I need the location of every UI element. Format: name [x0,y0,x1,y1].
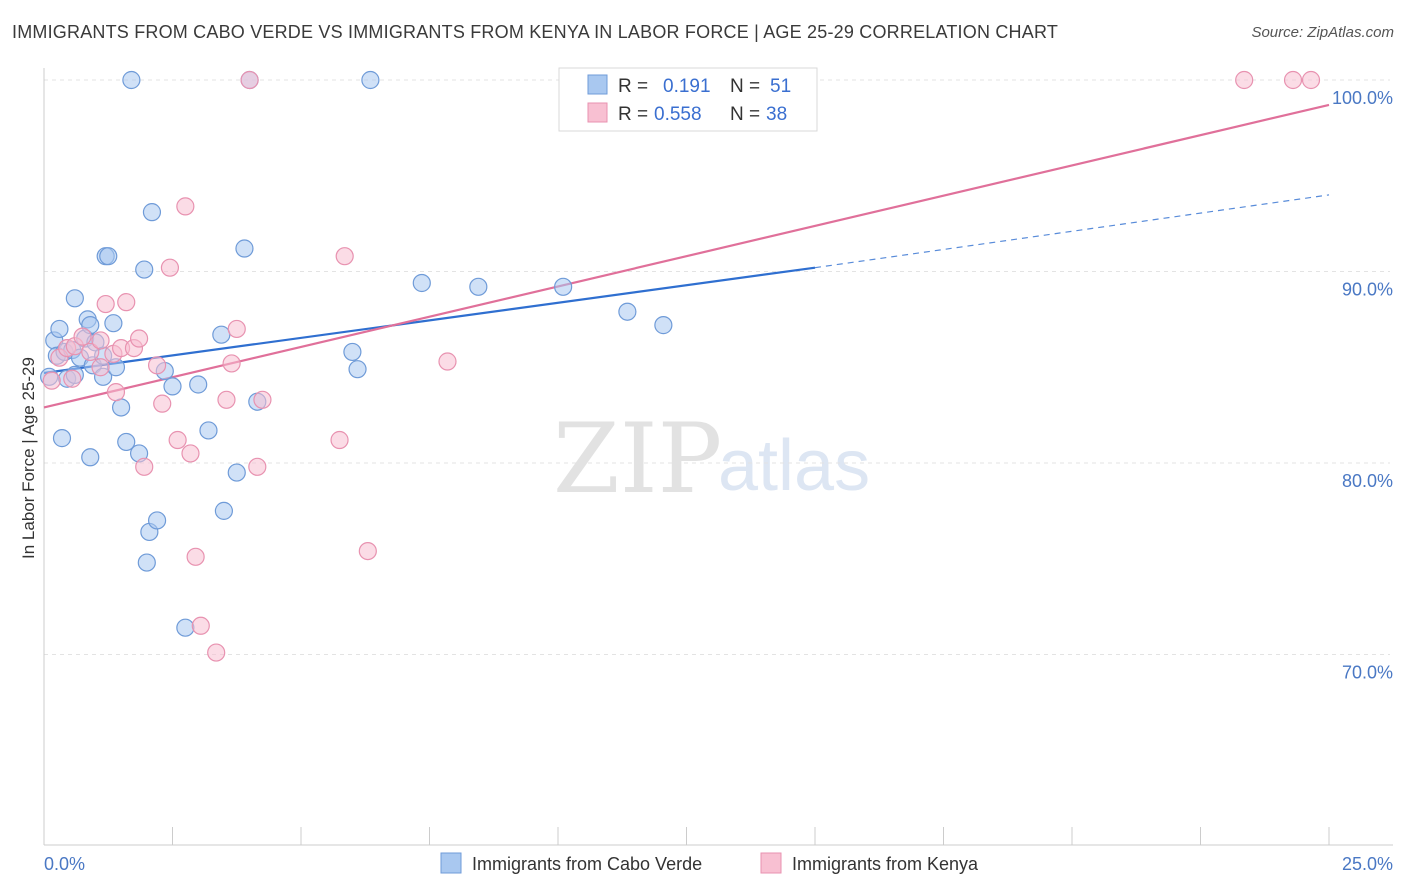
data-point-cabo-verde [176,618,195,637]
data-point-kenya [358,541,377,561]
legend-n-value-blue: 51 [770,76,791,97]
data-point-kenya [248,457,267,476]
y-axis-label: In Labor Force | Age 25-29 [19,357,38,559]
data-point-cabo-verde [348,360,367,379]
data-point-cabo-verde [212,325,231,344]
watermark-zip: ZIP [553,403,722,515]
watermark-atlas: atlas [718,426,870,506]
legend-r-value-pink: 0.558 [654,104,702,125]
data-point-kenya [240,70,259,90]
legend-swatch-blue [587,74,608,95]
legend-n-value-pink: 38 [766,104,787,125]
data-point-cabo-verde [81,448,100,467]
data-point-kenya [96,294,115,314]
data-point-kenya [129,329,149,348]
legend-swatch-pink [587,102,608,123]
data-point-kenya [168,430,187,450]
legend-r-label-blue: R = [618,76,648,97]
data-point-kenya [181,444,200,463]
data-point-cabo-verde [469,277,488,296]
data-points [40,70,1321,662]
trend-lines [43,103,1330,409]
data-point-kenya [160,258,180,277]
x-tick-label-max: 25.0% [1342,854,1393,874]
series-legend: Immigrants from Cabo Verde Immigrants fr… [440,852,979,874]
data-point-kenya [438,352,457,371]
data-point-cabo-verde [117,432,136,452]
data-point-kenya [81,342,100,362]
data-point-cabo-verde [142,203,162,222]
data-point-cabo-verde [50,319,69,339]
data-point-kenya [1301,70,1321,90]
trend-line-cabo-verde [43,266,816,375]
data-point-kenya [176,197,195,216]
stats-legend: R = 0.191 N = 51 R = 0.558 N = 38 [558,67,818,132]
series-legend-label-kenya: Immigrants from Kenya [792,854,979,874]
data-point-cabo-verde [111,398,131,417]
data-point-kenya [217,390,236,409]
data-point-kenya [153,394,172,413]
trend-line-kenya [43,103,1330,409]
data-point-cabo-verde [65,289,84,308]
data-point-kenya [1283,70,1303,90]
series-legend-swatch-cabo-verde [440,852,462,874]
data-point-cabo-verde [52,429,72,448]
data-point-kenya [91,331,110,350]
data-point-kenya [335,247,354,266]
data-point-cabo-verde [104,314,123,333]
data-point-cabo-verde [227,463,246,482]
source-credit: Source: ZipAtlas.com [1251,24,1394,41]
legend-n-label-pink: N = [730,104,760,125]
data-point-cabo-verde [343,342,362,362]
data-point-cabo-verde [361,70,380,90]
data-point-cabo-verde [137,553,156,572]
data-point-kenya [227,319,246,339]
data-point-cabo-verde [654,316,673,335]
data-point-cabo-verde [189,375,208,394]
data-point-kenya [73,327,92,346]
series-legend-label-cabo-verde: Immigrants from Cabo Verde [472,854,702,874]
data-point-kenya [253,390,272,409]
series-legend-swatch-kenya [760,852,782,874]
data-point-kenya [135,457,154,476]
data-point-kenya [191,616,210,635]
legend-n-label-blue: N = [730,76,760,97]
y-tick-label: 90.0% [1342,280,1393,300]
watermark: ZIP atlas [553,403,870,515]
data-point-kenya [1235,70,1254,90]
data-point-cabo-verde [122,70,141,90]
axes [43,68,1393,846]
data-point-kenya [222,354,241,373]
data-point-cabo-verde [235,239,254,258]
data-point-cabo-verde [214,501,233,520]
trend-line-cabo-verde-extension [814,194,1330,269]
data-point-kenya [117,293,136,312]
chart-title: IMMIGRANTS FROM CABO VERDE VS IMMIGRANTS… [12,22,1059,42]
y-tick-label: 70.0% [1342,663,1393,683]
data-point-kenya [207,643,226,662]
data-point-kenya [106,383,126,402]
data-point-kenya [63,369,82,388]
data-point-kenya [42,371,61,390]
y-tick-label: 100.0% [1332,88,1393,108]
data-point-cabo-verde [554,277,573,296]
data-point-cabo-verde [99,247,118,266]
data-point-cabo-verde [163,377,182,396]
legend-r-label-pink: R = [618,104,648,125]
legend-r-value-blue: 0.191 [663,76,711,97]
data-point-cabo-verde [412,273,431,293]
data-point-cabo-verde [135,260,154,279]
data-point-kenya [91,358,110,377]
data-point-cabo-verde [618,302,637,321]
data-point-kenya [330,430,349,450]
data-point-kenya [186,547,205,566]
data-point-cabo-verde [147,511,167,530]
gridlines: 70.0% 80.0% 90.0% 100.0% [44,79,1393,683]
data-point-cabo-verde [199,421,218,440]
data-point-kenya [147,356,167,375]
x-tick-label-min: 0.0% [44,854,85,874]
y-tick-label: 80.0% [1342,471,1393,491]
